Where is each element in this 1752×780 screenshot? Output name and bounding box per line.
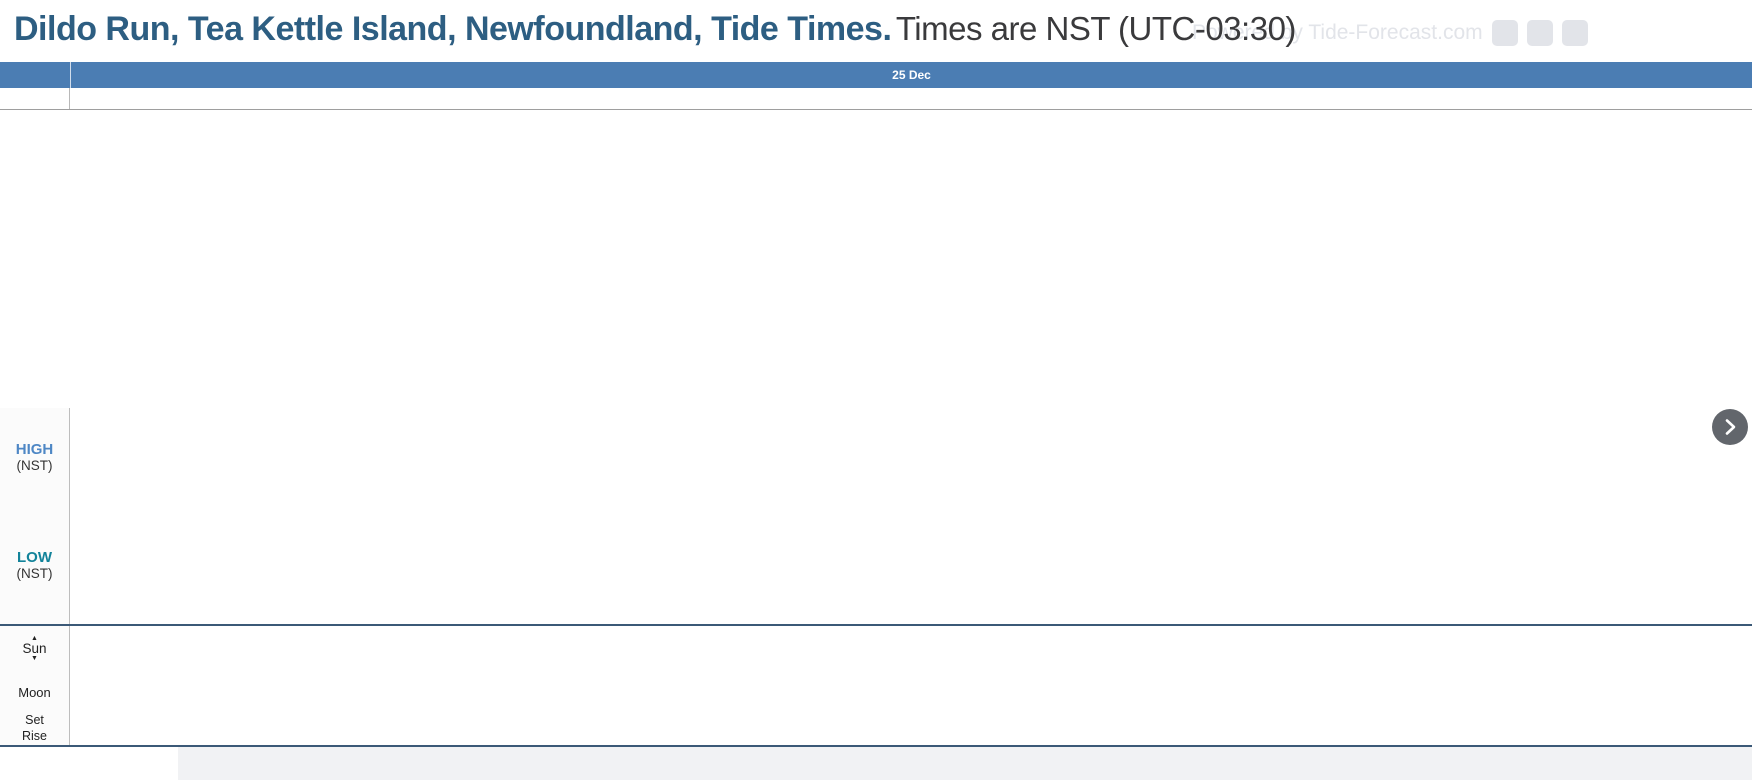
next-days-button[interactable] xyxy=(1712,409,1748,445)
table-bottom-separator xyxy=(0,745,1752,747)
high-row-label: HIGH xyxy=(15,440,54,458)
sunrise-arrow-icon: ▲ xyxy=(31,635,38,642)
date-header-bar: 25 Dec xyxy=(0,62,1752,88)
footer-white-patch xyxy=(0,747,178,780)
moonset-row-label: Set xyxy=(25,713,44,727)
high-nst-label: (NST) xyxy=(16,457,53,473)
title-bar: Powered by Tide-Forecast.com Dildo Run, … xyxy=(0,0,1752,62)
day-of-week-row xyxy=(0,88,1752,110)
date-cell: 25 Dec xyxy=(70,62,1752,88)
watermark-social-icon-2 xyxy=(1526,20,1553,46)
timezone-note: Times are NST (UTC-03:30) xyxy=(895,10,1297,47)
sun-section-separator xyxy=(0,624,1752,626)
day-row-spacer xyxy=(0,88,70,109)
footer-watermark-band xyxy=(0,747,1752,780)
low-nst-label: (NST) xyxy=(16,566,53,581)
watermark-social-icon-3 xyxy=(1561,20,1588,46)
moonrise-row-label: Rise xyxy=(21,729,47,743)
chevron-right-icon xyxy=(1725,419,1736,435)
low-row-label: LOW xyxy=(17,549,52,566)
sunset-arrow-icon: ▼ xyxy=(31,655,38,662)
header-watermark-text: Powered by Tide-Forecast.com xyxy=(1192,21,1483,44)
sun-row-label[interactable]: ▲ Sun ▼ xyxy=(22,635,47,662)
watermark-social-icon-1 xyxy=(1491,20,1518,46)
tide-chart xyxy=(0,108,1752,408)
tide-grid: HIGH (NST) LOW (NST) ▲ Sun ▼ Moon Set Ri… xyxy=(0,408,1752,745)
date-bar-spacer xyxy=(0,62,70,88)
row-label-column: HIGH (NST) LOW (NST) ▲ Sun ▼ Moon Set Ri… xyxy=(0,408,70,745)
moon-row-label: Moon xyxy=(18,684,51,700)
page-title: Dildo Run, Tea Kettle Island, Newfoundla… xyxy=(14,10,892,48)
header-watermark: Powered by Tide-Forecast.com xyxy=(1192,20,1588,46)
